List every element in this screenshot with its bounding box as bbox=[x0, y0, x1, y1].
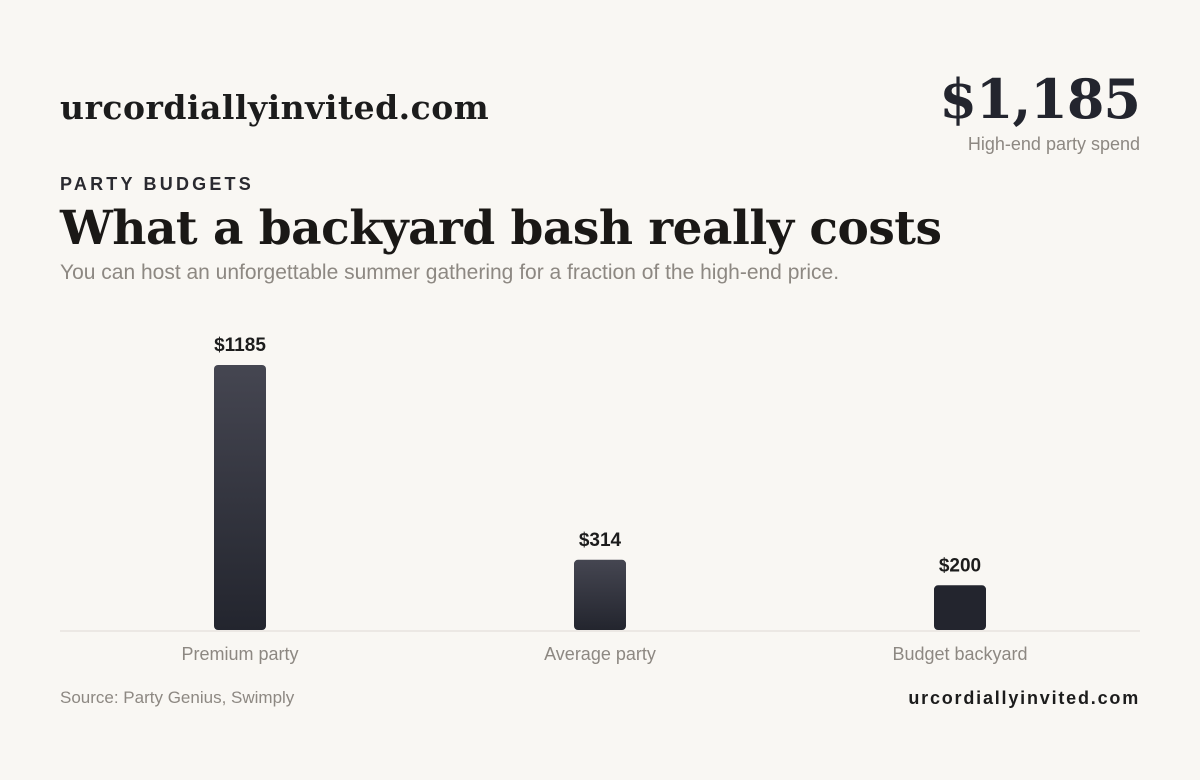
page-title: What a backyard bash really costs bbox=[60, 201, 942, 256]
category-label: Premium party bbox=[181, 644, 298, 664]
data-label: $314 bbox=[579, 530, 622, 551]
category-label: Budget backyard bbox=[892, 644, 1027, 664]
eyebrow-label: PARTY BUDGETS bbox=[60, 174, 254, 194]
category-label: Average party bbox=[544, 644, 656, 664]
footer-brand: urcordiallyinvited.com bbox=[908, 688, 1140, 708]
stat-label: High-end party spend bbox=[967, 134, 1140, 154]
data-label: $1185 bbox=[214, 335, 266, 356]
bar bbox=[574, 559, 626, 630]
stat-value: $1,185 bbox=[939, 67, 1141, 131]
bar bbox=[214, 365, 266, 630]
source-note: Source: Party Genius, Swimply bbox=[60, 688, 295, 707]
data-label: $200 bbox=[939, 555, 981, 576]
bar bbox=[934, 585, 986, 630]
page-subtitle: You can host an unforgettable summer gat… bbox=[60, 261, 840, 284]
headline-stat: $1,185 High-end party spend bbox=[939, 67, 1141, 156]
brand-logo-text: urcordiallyinvited.com bbox=[60, 88, 490, 127]
